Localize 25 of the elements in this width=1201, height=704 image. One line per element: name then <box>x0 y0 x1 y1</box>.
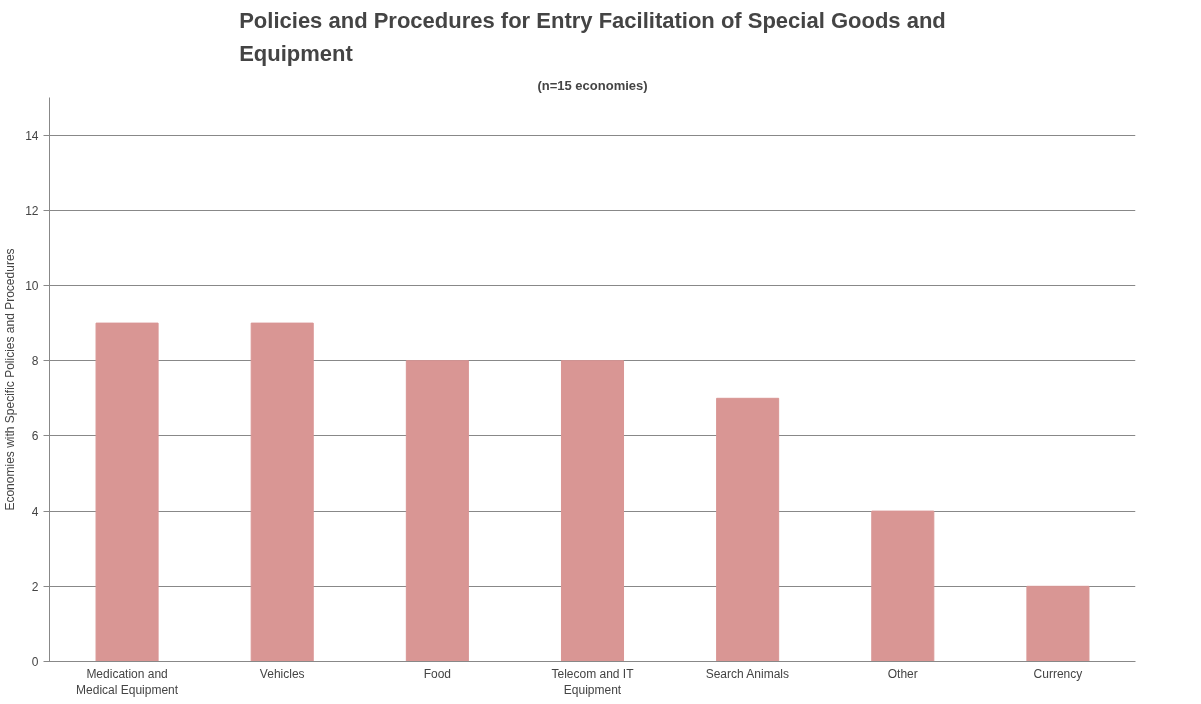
x-tick-label: Telecom and IT Equipment <box>551 666 635 698</box>
x-tick-label: Currency <box>1033 666 1083 681</box>
bar <box>560 360 625 662</box>
bar <box>250 322 314 662</box>
y-tick-label: 12 <box>25 203 39 218</box>
x-tick-label: Medication and Medical Equipment <box>76 666 179 698</box>
y-axis-title: Economies with Specific Policies and Procedures <box>3 248 18 511</box>
bar <box>405 360 469 662</box>
chart-subtitle: (n=15 economies) <box>537 77 648 93</box>
y-tick-label: 2 <box>31 579 39 594</box>
y-tick-label: 14 <box>25 128 39 143</box>
y-tick-label: 6 <box>31 429 39 444</box>
bar <box>95 322 159 662</box>
bar <box>1026 585 1090 662</box>
chart-title: Policies and Procedures for Entry Facilitation of Special Goods and Equipment <box>239 8 946 66</box>
x-tick-label: Other <box>887 666 918 681</box>
bar <box>716 397 780 662</box>
y-tick-label: 8 <box>31 354 39 369</box>
x-tick-label: Search Animals <box>705 666 789 681</box>
y-tick-label: 4 <box>31 504 39 519</box>
x-tick-label: Food <box>423 666 452 681</box>
y-tick-label: 10 <box>25 279 39 293</box>
y-tick-label: 0 <box>31 655 39 669</box>
bar <box>871 510 935 662</box>
x-tick-label: Vehicles <box>259 666 305 681</box>
